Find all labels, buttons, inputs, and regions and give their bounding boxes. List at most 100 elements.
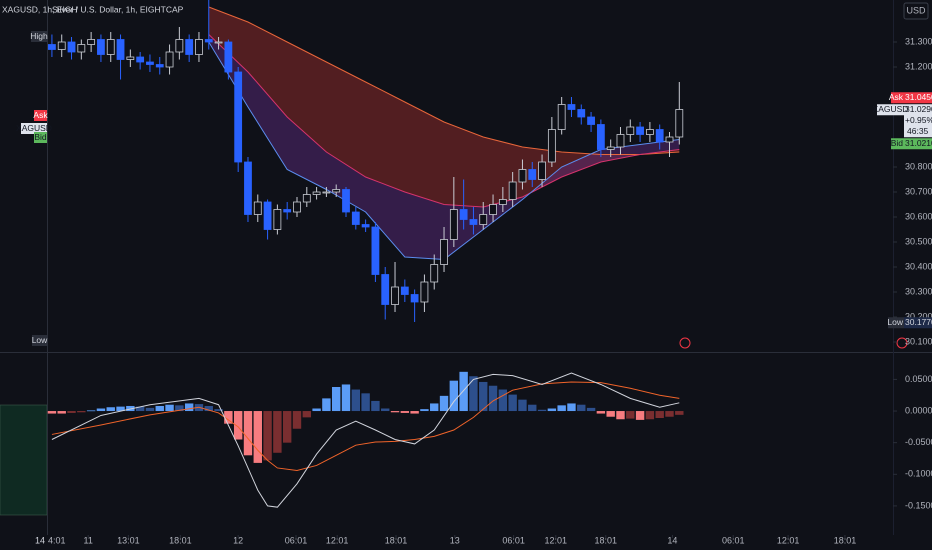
candle-body bbox=[312, 191, 321, 195]
histogram-bar bbox=[57, 411, 66, 414]
price-tag-box bbox=[904, 92, 932, 104]
y-tick-label: 30.2000 bbox=[905, 311, 932, 321]
candle-body bbox=[155, 64, 164, 68]
y-tick-label: 31.3000 bbox=[905, 36, 932, 46]
side-tag-label: Bid bbox=[34, 132, 47, 142]
histogram-bar bbox=[224, 411, 233, 424]
candle-body bbox=[400, 286, 409, 295]
histogram-bar bbox=[341, 384, 351, 412]
histogram-bar bbox=[243, 411, 253, 456]
histogram-bar bbox=[616, 411, 625, 420]
histogram-bar bbox=[586, 407, 596, 412]
histogram-bar bbox=[479, 381, 488, 412]
candle-body bbox=[528, 169, 537, 180]
y-tick-label: 30.8000 bbox=[905, 161, 932, 171]
histogram-bar bbox=[439, 395, 449, 412]
band-fill bbox=[208, 7, 680, 207]
x-tick-label: 06:01 bbox=[722, 535, 745, 545]
histogram-bar bbox=[145, 407, 155, 412]
x-tick-label: 06:01 bbox=[502, 535, 525, 545]
side-tag bbox=[32, 335, 47, 346]
histogram-bar bbox=[253, 411, 262, 463]
side-x-label: 4:01 bbox=[48, 535, 66, 545]
x-tick-label: 12 bbox=[233, 535, 243, 545]
candle-body bbox=[410, 294, 419, 303]
side-tag-label: Low bbox=[32, 335, 48, 345]
candle-body bbox=[116, 39, 125, 60]
event-icon[interactable] bbox=[679, 337, 691, 349]
candle-body bbox=[371, 226, 380, 275]
price-tag-value: 31.0210 bbox=[905, 138, 932, 148]
band-fill bbox=[208, 34, 680, 260]
candle-body bbox=[538, 161, 546, 180]
candle-body bbox=[459, 209, 468, 220]
histogram-bar bbox=[469, 376, 478, 412]
histogram-bar bbox=[351, 389, 361, 412]
candle-body bbox=[675, 109, 684, 138]
histogram-bar bbox=[106, 407, 115, 412]
candle-body bbox=[136, 56, 145, 63]
currency-box bbox=[903, 2, 929, 20]
candle-body bbox=[547, 129, 556, 163]
candle-body bbox=[479, 214, 488, 225]
candle-body bbox=[342, 189, 350, 213]
x-tick-label: 12:01 bbox=[545, 535, 568, 545]
histogram-bar bbox=[67, 411, 76, 413]
candle-body bbox=[518, 169, 527, 183]
histogram-bar bbox=[77, 411, 86, 413]
histogram-bar bbox=[214, 409, 223, 412]
candle-body bbox=[596, 124, 605, 150]
candle-body bbox=[48, 44, 56, 50]
histogram-bar bbox=[381, 408, 390, 412]
candle-body bbox=[195, 39, 203, 55]
x-tick-label: 18:01 bbox=[595, 535, 618, 545]
price-tag-name-box bbox=[877, 104, 904, 116]
histogram-bar bbox=[577, 404, 586, 412]
side-tag-label: High bbox=[30, 31, 48, 41]
candle-body bbox=[361, 224, 370, 228]
price-tag-box bbox=[904, 104, 932, 138]
price-tag-box bbox=[904, 317, 932, 329]
candle-body bbox=[57, 41, 66, 50]
candle-body bbox=[616, 134, 625, 148]
candle-body bbox=[253, 201, 262, 215]
candle-body bbox=[440, 239, 448, 265]
price-tag-name-box bbox=[891, 92, 904, 104]
histogram-bar bbox=[606, 411, 615, 417]
candle-body bbox=[587, 116, 595, 125]
event-icon[interactable] bbox=[896, 337, 908, 349]
histogram-bar bbox=[292, 411, 302, 429]
histogram-bar bbox=[528, 404, 537, 412]
x-tick-label: 06:01 bbox=[285, 535, 308, 545]
candle-body bbox=[175, 39, 184, 53]
candle-body bbox=[636, 126, 644, 135]
histogram-bar bbox=[390, 411, 400, 413]
histogram-bar bbox=[175, 405, 184, 412]
candle-body bbox=[97, 39, 105, 55]
price-change: +0.95% bbox=[905, 115, 932, 125]
side-title: XAGUSD, 1h, EIGH bbox=[2, 4, 78, 14]
y-tick-label: -0.1000 bbox=[905, 469, 932, 479]
side-tag bbox=[34, 110, 47, 121]
candle-body bbox=[263, 201, 272, 230]
candle-body bbox=[655, 129, 664, 143]
histogram-bar bbox=[420, 409, 429, 412]
histogram-bar bbox=[273, 411, 282, 453]
price-tag-label: Ask bbox=[889, 92, 904, 102]
side-tag bbox=[34, 132, 47, 143]
histogram-bar bbox=[567, 403, 576, 412]
candle-body bbox=[332, 189, 341, 193]
y-tick-label: 30.6000 bbox=[905, 211, 932, 221]
y-tick-label: 30.4000 bbox=[905, 261, 932, 271]
candle-body bbox=[322, 191, 331, 194]
x-tick-label: 18:01 bbox=[169, 535, 192, 545]
histogram-bar bbox=[449, 380, 459, 412]
price-tag-label: XAGUSD bbox=[873, 104, 909, 114]
macd-line bbox=[51, 372, 680, 508]
x-tick-label: 14 bbox=[667, 535, 677, 545]
price-tag-name-box bbox=[891, 138, 904, 150]
x-tick-label: 11 bbox=[84, 535, 93, 545]
y-tick-label: 0.0500 bbox=[905, 374, 932, 384]
